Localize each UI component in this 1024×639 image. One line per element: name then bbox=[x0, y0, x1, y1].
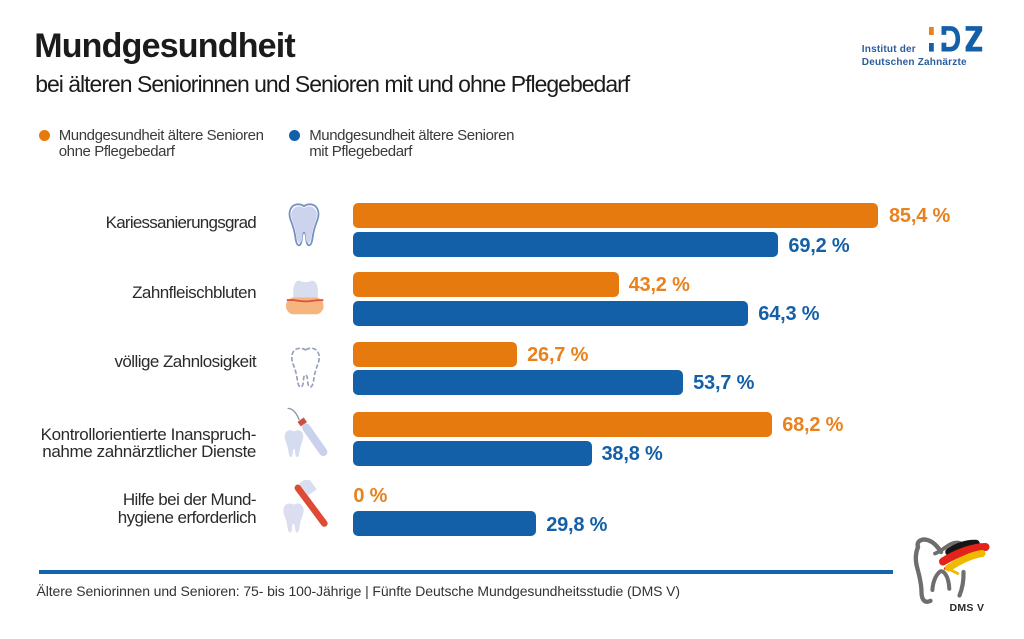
svg-text:DMS V: DMS V bbox=[950, 602, 985, 614]
